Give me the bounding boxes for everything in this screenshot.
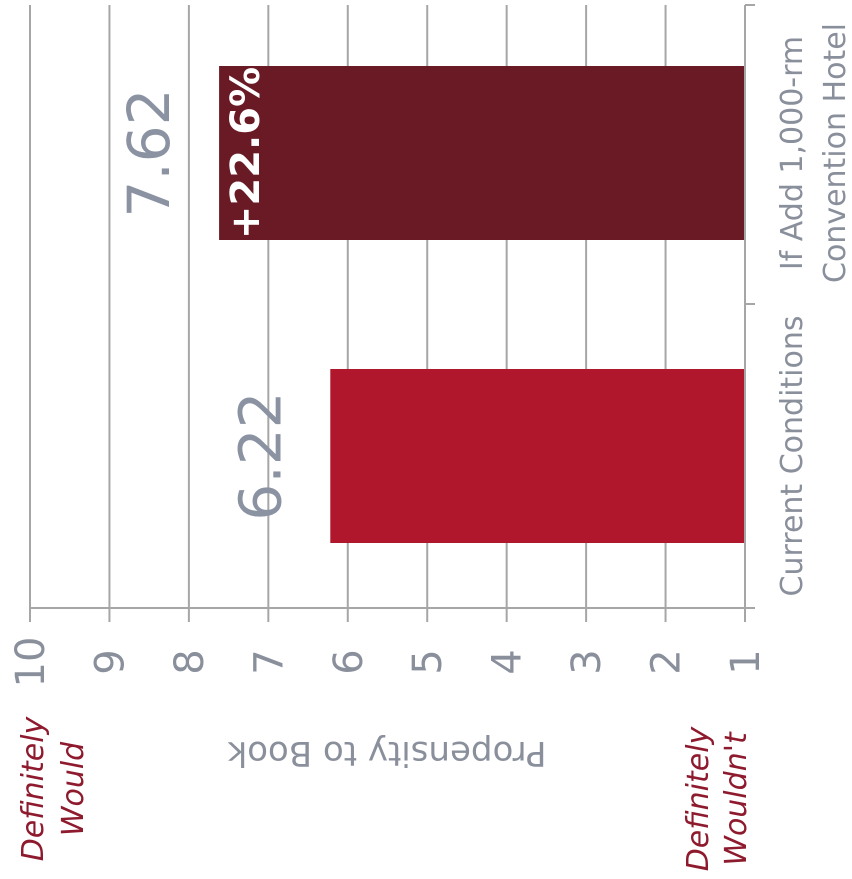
axis-title: Propensity to Book — [227, 733, 546, 773]
category-label: Convention Hotel — [818, 23, 852, 283]
bar — [219, 66, 746, 240]
percent-change-label: +22.6% — [223, 67, 269, 239]
tick-label: 8 — [167, 649, 213, 674]
category-label: If Add 1,000-rm — [775, 36, 810, 270]
label-layer: 6.22 7.62 +22.6% 1 2 3 4 5 6 7 8 9 10 Propensity to B… — [8, 23, 852, 871]
scale-anchor-bottom: Definitely — [681, 725, 716, 871]
tick-label: 10 — [8, 637, 54, 688]
tick-label: 1 — [723, 649, 769, 674]
tick-label: 2 — [644, 649, 690, 674]
scale-anchor-bottom: Wouldn't — [719, 731, 754, 866]
tick-label: 6 — [326, 649, 372, 674]
bar — [330, 369, 745, 543]
scale-anchor-top: Definitely — [16, 715, 51, 861]
tick-label: 9 — [87, 649, 133, 674]
value-label: 7.62 — [115, 88, 183, 217]
tick-label: 7 — [246, 649, 292, 674]
axis-layer — [30, 4, 755, 609]
category-label: Current Conditions — [775, 315, 810, 596]
bar-layer — [219, 66, 746, 543]
value-label: 6.22 — [226, 391, 294, 520]
tick-label: 5 — [405, 649, 451, 674]
scale-anchor-top: Would — [56, 741, 91, 836]
tick-label: 3 — [564, 649, 610, 674]
tick-label: 4 — [485, 649, 531, 674]
